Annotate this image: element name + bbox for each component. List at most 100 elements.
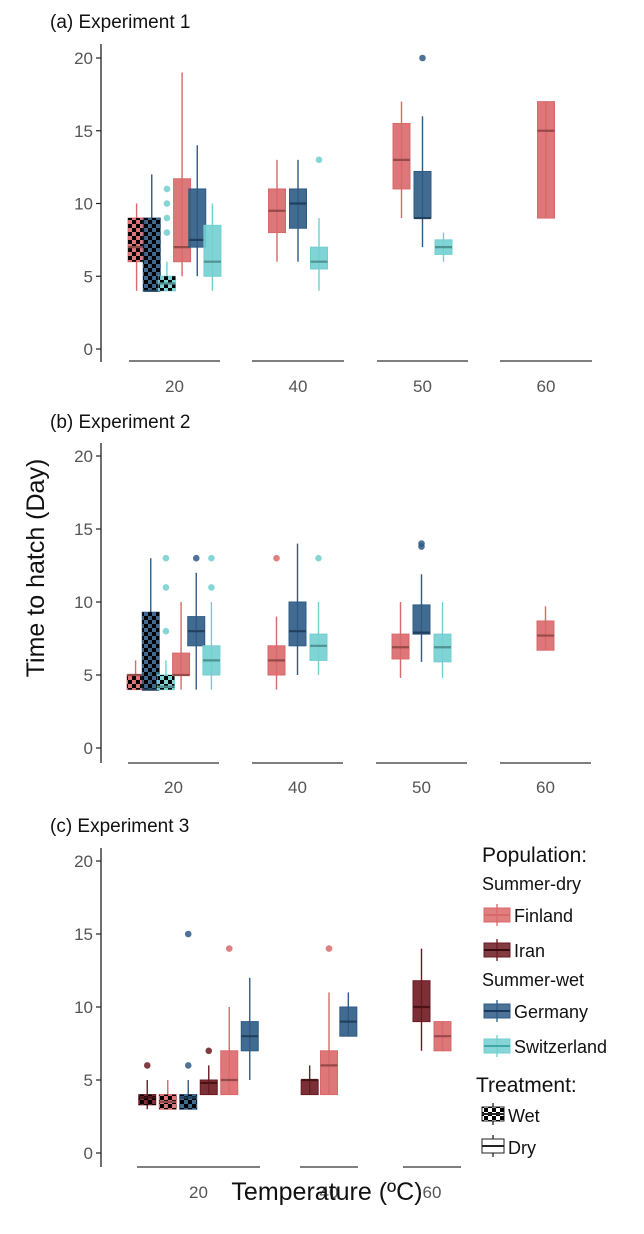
box-switzerland-dry-20 bbox=[204, 204, 221, 291]
outlier-point bbox=[316, 157, 323, 164]
legend-label-dry: Dry bbox=[508, 1138, 536, 1158]
box-rect bbox=[310, 634, 327, 660]
box-rect bbox=[414, 171, 431, 218]
box-germany-dry-50 bbox=[413, 540, 430, 662]
box-finland-dry-20 bbox=[173, 602, 190, 690]
legend-label-iran: Iran bbox=[514, 941, 545, 961]
box-rect bbox=[538, 102, 555, 218]
box-germany-dry-50 bbox=[414, 55, 431, 247]
box-finland-dry-60 bbox=[538, 102, 555, 218]
x-tick-label: 40 bbox=[288, 778, 307, 797]
outlier-point bbox=[326, 945, 333, 952]
legend-label-switzerland: Switzerland bbox=[514, 1037, 607, 1057]
legend: Population: Summer-dry Finland Iran Summ… bbox=[476, 844, 607, 1158]
panel-title: (a) Experiment 1 bbox=[50, 12, 190, 33]
box-finland-dry-60 bbox=[537, 606, 554, 650]
y-tick-label: 0 bbox=[84, 739, 93, 758]
legend-item-dry: Dry bbox=[482, 1135, 536, 1158]
y-tick-label: 0 bbox=[84, 1144, 93, 1163]
box-germany-dry-20 bbox=[188, 555, 205, 690]
box-rect bbox=[204, 225, 221, 276]
x-tick-label: 50 bbox=[413, 377, 432, 396]
box-rect bbox=[413, 605, 430, 634]
outlier-point bbox=[164, 215, 171, 222]
legend-treatment-title: Treatment: bbox=[476, 1074, 577, 1097]
wet-pattern bbox=[128, 218, 145, 262]
box-finland-dry-50 bbox=[393, 102, 410, 218]
legend-group-summer-dry: Summer-dry bbox=[482, 874, 581, 894]
box-finland-dry-40 bbox=[321, 945, 338, 1094]
y-tick-label: 15 bbox=[74, 122, 93, 141]
x-tick-label: 60 bbox=[423, 1183, 442, 1202]
legend-item-germany: Germany bbox=[484, 1000, 588, 1022]
outlier-point bbox=[164, 229, 171, 236]
outlier-point bbox=[418, 540, 425, 547]
outlier-point bbox=[163, 584, 170, 591]
box-finland-dry-20 bbox=[174, 73, 191, 277]
outlier-point bbox=[163, 555, 170, 562]
box-finland-dry-40 bbox=[268, 555, 285, 690]
box-rect bbox=[289, 602, 306, 646]
panel-1: (a) Experiment 1 0 5 10 15 20 20 40 50 60 bbox=[50, 12, 592, 396]
box-switzerland-wet-20 bbox=[157, 555, 174, 690]
x-tick-label: 60 bbox=[537, 377, 556, 396]
legend-item-iran: Iran bbox=[484, 939, 545, 961]
y-tick-label: 5 bbox=[84, 1071, 93, 1090]
legend-label-wet: Wet bbox=[508, 1106, 540, 1126]
box-rect bbox=[173, 653, 190, 675]
box-rect bbox=[393, 123, 410, 188]
y-tick-label: 20 bbox=[74, 852, 93, 871]
wet-pattern bbox=[142, 612, 159, 689]
outlier-point bbox=[273, 555, 280, 562]
outlier-point bbox=[164, 186, 171, 193]
outlier-point bbox=[208, 555, 215, 562]
box-germany-dry-40 bbox=[290, 160, 307, 262]
legend-item-finland: Finland bbox=[484, 904, 573, 926]
wet-pattern bbox=[143, 218, 160, 291]
y-tick-label: 10 bbox=[74, 195, 93, 214]
box-iran-dry-40 bbox=[301, 1065, 318, 1094]
box-finland-wet-20 bbox=[159, 1080, 176, 1109]
box-rect bbox=[174, 179, 191, 262]
y-tick-label: 15 bbox=[74, 925, 93, 944]
x-tick-label: 40 bbox=[289, 377, 308, 396]
panel-title: (b) Experiment 2 bbox=[50, 412, 190, 433]
outlier-point bbox=[193, 555, 200, 562]
legend-label-germany: Germany bbox=[514, 1002, 588, 1022]
y-tick-label: 20 bbox=[74, 49, 93, 68]
box-finland-dry-20 bbox=[221, 945, 238, 1094]
panel-2: (b) Experiment 20510152020 40 50 60 bbox=[50, 412, 591, 797]
box-switzerland-dry-50 bbox=[434, 602, 451, 678]
y-tick-label: 10 bbox=[74, 998, 93, 1017]
panel-3: (c) Experiment 3 0 5 10 15 20 20 40 60 bbox=[50, 816, 461, 1202]
outlier-point bbox=[185, 931, 192, 938]
box-germany-dry-20 bbox=[189, 145, 206, 276]
outlier-point bbox=[164, 200, 171, 207]
box-germany-dry-40 bbox=[289, 544, 306, 675]
y-tick-label: 5 bbox=[84, 267, 93, 286]
outlier-point bbox=[315, 555, 322, 562]
box-switzerland-dry-20 bbox=[203, 555, 220, 690]
box-iran-dry-20 bbox=[200, 1048, 217, 1095]
legend-item-switzerland: Switzerland bbox=[484, 1035, 607, 1057]
outlier-point bbox=[208, 584, 215, 591]
legend-label-finland: Finland bbox=[514, 906, 573, 926]
box-rect bbox=[290, 189, 307, 228]
outlier-point bbox=[144, 1062, 151, 1069]
wet-pattern bbox=[127, 675, 144, 690]
box-switzerland-wet-20 bbox=[158, 186, 175, 291]
y-axis-label: Time to hatch (Day) bbox=[22, 459, 50, 678]
box-germany-wet-20 bbox=[142, 558, 159, 689]
y-tick-label: 10 bbox=[74, 593, 93, 612]
box-germany-dry-20 bbox=[241, 978, 258, 1080]
box-finland-wet-20 bbox=[128, 204, 145, 291]
box-germany-wet-20 bbox=[180, 931, 197, 1109]
outlier-point bbox=[163, 628, 170, 635]
box-iran-wet-20 bbox=[139, 1062, 156, 1109]
legend-item-wet: Wet bbox=[482, 1103, 540, 1126]
x-tick-label: 50 bbox=[412, 778, 431, 797]
box-finland-dry-60 bbox=[434, 1022, 451, 1051]
box-iran-dry-60 bbox=[413, 949, 430, 1051]
box-rect bbox=[311, 247, 328, 269]
